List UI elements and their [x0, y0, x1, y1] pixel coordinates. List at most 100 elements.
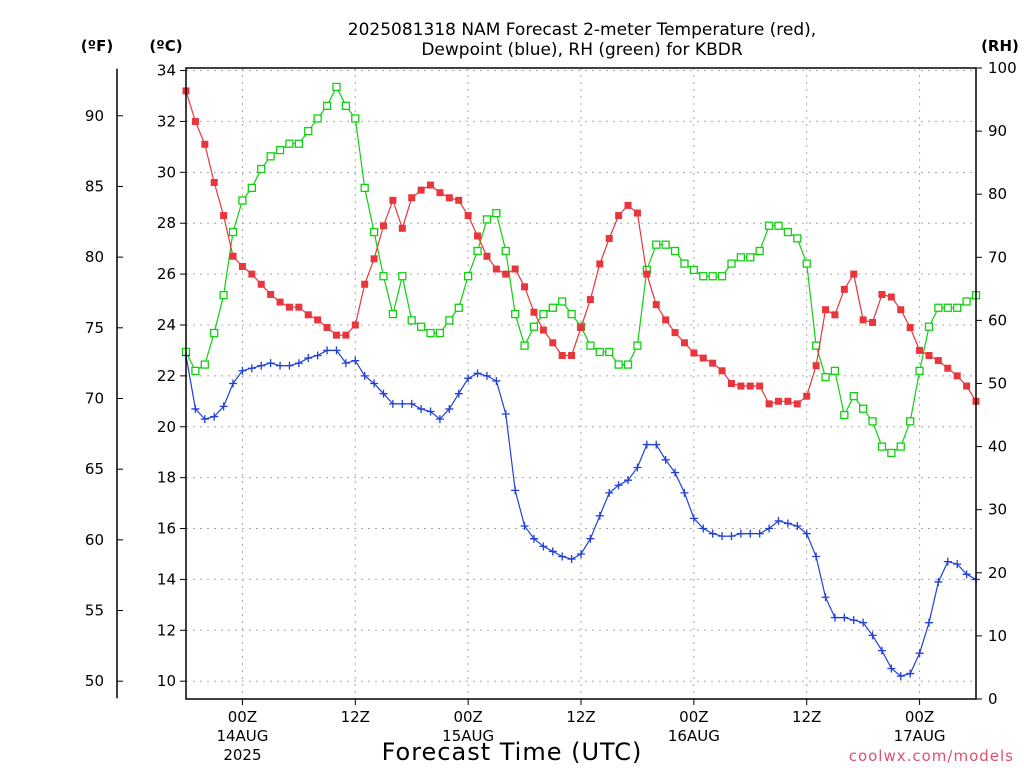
dewpoint-point	[595, 511, 604, 520]
rh-point	[313, 114, 322, 123]
celsius-tick-label: 20	[157, 418, 176, 436]
celsius-tick-label: 34	[157, 62, 176, 80]
rh-point	[257, 164, 266, 174]
temperature-point	[643, 270, 651, 278]
dewpoint-point	[765, 524, 774, 533]
dewpoint-point	[624, 476, 633, 485]
temperature-point	[746, 382, 754, 390]
dewpoint-point	[266, 359, 275, 368]
temperature-point	[718, 367, 726, 375]
temperature-point	[558, 352, 566, 360]
dewpoint-point	[736, 529, 745, 538]
x-axis-title: Forecast Time (UTC)	[382, 738, 643, 766]
rh-point	[652, 240, 661, 249]
rh-point	[736, 253, 746, 262]
dewpoint-point	[943, 557, 952, 566]
dewpoint-point	[793, 521, 802, 530]
dewpoint-point	[605, 488, 614, 497]
dewpoint-point	[426, 407, 435, 416]
temperature-point	[267, 290, 275, 298]
dewpoint-point	[445, 404, 454, 413]
rh-point	[689, 265, 699, 275]
rh-point	[426, 328, 435, 338]
temperature-point	[652, 301, 660, 309]
rh-point	[247, 183, 256, 193]
celsius-tick-label: 24	[157, 316, 176, 334]
rh-point	[953, 303, 962, 312]
rh-tick-label: 80	[988, 185, 1007, 203]
fahrenheit-tick-label: 90	[85, 107, 104, 125]
dewpoint-point	[210, 412, 219, 421]
rh-point	[238, 196, 247, 205]
temperature-point	[765, 400, 773, 408]
series-rh	[181, 82, 981, 458]
dewpoint-point	[529, 534, 538, 543]
rh-point	[858, 404, 868, 413]
temperature-point	[511, 265, 519, 273]
temperature-point	[577, 324, 585, 332]
x-tick-label: 00Z	[679, 708, 708, 726]
temperature-point	[963, 382, 971, 390]
dewpoint-point	[755, 529, 764, 538]
rh-point	[285, 139, 294, 148]
celsius-tick-label: 28	[157, 214, 176, 232]
rh-tick-label: 70	[988, 248, 1007, 266]
temperature-point	[492, 265, 500, 273]
x-tick-date: 17AUG	[894, 727, 946, 745]
dewpoint-point	[887, 664, 896, 673]
rh-point	[699, 272, 708, 281]
dewpoint-point	[276, 361, 285, 370]
temperature-point	[408, 194, 416, 202]
temperature-point	[445, 194, 453, 202]
temperature-point	[906, 324, 914, 332]
temperature-point	[605, 234, 613, 242]
x-tick-label: 12Z	[792, 708, 821, 726]
temperature-point	[332, 331, 340, 339]
dewpoint-point	[689, 514, 698, 523]
rh-point	[388, 309, 398, 319]
temperature-point	[793, 400, 801, 408]
temperature-point	[464, 212, 472, 220]
temperature-point	[850, 270, 858, 278]
rh-point	[294, 139, 304, 148]
fahrenheit-tick-label: 75	[85, 319, 104, 337]
temperature-point	[361, 280, 369, 288]
rh-point	[877, 442, 887, 451]
dewpoint-point	[708, 529, 717, 538]
dewpoint-point	[802, 529, 811, 538]
dewpoint-point	[614, 481, 623, 490]
rh-point	[764, 221, 774, 230]
dewpoint-point	[671, 468, 680, 477]
temperature-point	[276, 298, 284, 306]
rh-axis-label: (RH)	[981, 37, 1019, 55]
rh-point	[539, 309, 548, 319]
dewpoint-point	[520, 521, 529, 530]
rh-point	[840, 410, 849, 420]
dewpoint-point	[247, 364, 256, 373]
temperature-point	[831, 311, 839, 319]
temperature-point	[342, 331, 350, 339]
rh-point	[379, 272, 388, 281]
dewpoint-point	[511, 486, 520, 495]
fahrenheit-tick-label: 60	[85, 531, 104, 549]
fahrenheit-tick-label: 80	[85, 248, 104, 266]
temperature-point	[521, 283, 529, 291]
rh-point	[398, 272, 407, 281]
celsius-tick-label: 10	[157, 672, 176, 690]
rh-point	[435, 328, 445, 338]
temperature-point	[568, 352, 576, 360]
temperature-point	[304, 311, 312, 319]
dewpoint-point	[351, 356, 360, 365]
rh-point	[228, 227, 238, 237]
rh-point	[492, 208, 501, 218]
temperature-point	[916, 346, 924, 354]
x-tick-label: 12Z	[341, 708, 370, 726]
x-tick-date: 15AUG	[442, 727, 494, 745]
temperature-point	[314, 316, 322, 324]
dewpoint-point	[435, 415, 444, 424]
dewpoint-point	[642, 440, 651, 449]
temperature-point	[539, 326, 547, 334]
temperature-point	[380, 222, 387, 230]
rh-point	[407, 316, 416, 325]
rh-point	[595, 347, 604, 357]
